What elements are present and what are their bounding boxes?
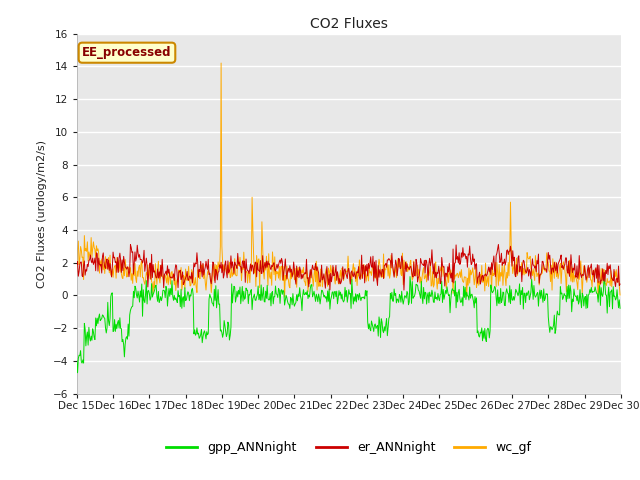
Title: CO2 Fluxes: CO2 Fluxes — [310, 17, 388, 31]
Legend: gpp_ANNnight, er_ANNnight, wc_gf: gpp_ANNnight, er_ANNnight, wc_gf — [161, 436, 536, 459]
Y-axis label: CO2 Fluxes (urology/m2/s): CO2 Fluxes (urology/m2/s) — [37, 140, 47, 288]
Text: EE_processed: EE_processed — [82, 46, 172, 59]
